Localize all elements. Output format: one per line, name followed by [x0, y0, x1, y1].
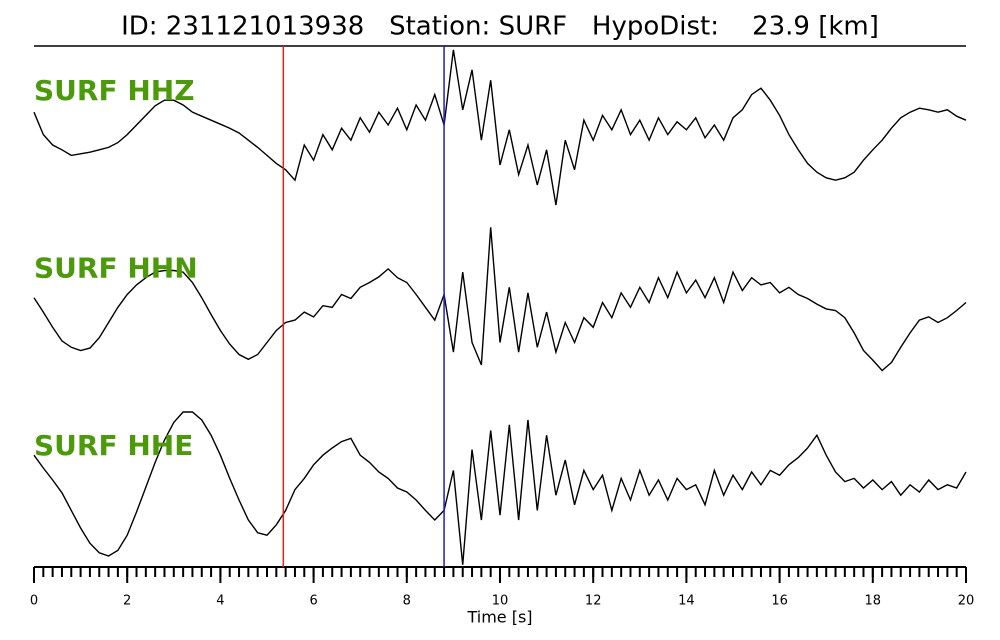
- x-tick-label: 10: [492, 594, 509, 609]
- x-tick-label: 6: [309, 594, 317, 609]
- x-tick-label: 20: [958, 594, 975, 609]
- trace-label: SURF HHZ: [34, 74, 195, 107]
- x-tick-label: 8: [403, 594, 411, 609]
- x-tick-label: 4: [216, 594, 224, 609]
- x-tick-label: 2: [123, 594, 131, 609]
- x-axis-label: Time [s]: [466, 608, 532, 627]
- x-tick-label: 12: [585, 594, 602, 609]
- waveform: [33, 227, 967, 372]
- x-tick-label: 18: [865, 594, 882, 609]
- x-tick-label: 0: [30, 594, 38, 609]
- waveform: [33, 411, 967, 565]
- trace-label: SURF HHN: [34, 252, 198, 285]
- x-tick-label: 16: [771, 594, 788, 609]
- waveform: [33, 49, 967, 206]
- x-tick-label: 14: [678, 594, 695, 609]
- chart-title: ID: 231121013938 Station: SURF HypoDist:…: [121, 12, 879, 42]
- trace-label: SURF HHE: [34, 429, 193, 462]
